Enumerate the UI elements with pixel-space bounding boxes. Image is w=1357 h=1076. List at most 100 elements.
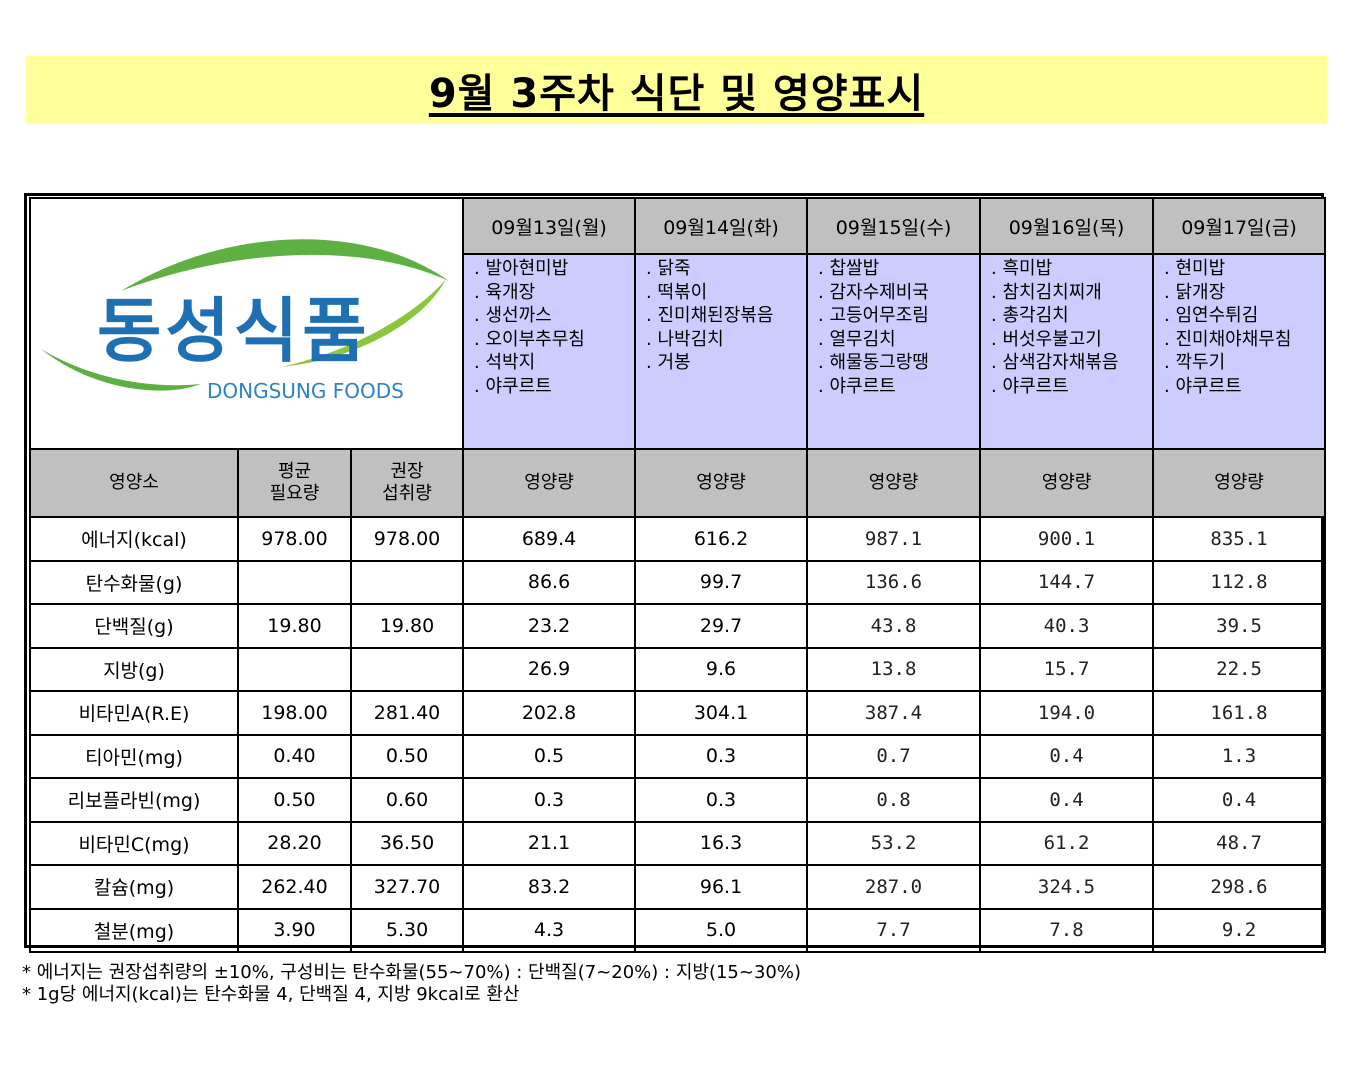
amount-value: 987.1	[806, 516, 982, 562]
menu-thu: . 흑미밥 . 참치김치찌개 . 총각김치 . 버섯우불고기 . 삼색감자채볶음…	[979, 253, 1155, 450]
menu-item: . 임연수튀김	[1164, 305, 1259, 326]
table-row: 비타민C(mg) 28.20 36.50 21.1 16.3 53.2 61.2…	[29, 820, 1327, 866]
amount-value: 0.3	[634, 733, 809, 779]
logo-korean-text: 동성식품	[97, 289, 371, 372]
amount-value: 616.2	[634, 516, 809, 562]
table-row: 철분(mg) 3.90 5.30 4.3 5.0 7.7 7.8 9.2	[29, 907, 1327, 953]
amount-column-header: 영양량	[979, 448, 1155, 518]
table-row: 티아민(mg) 0.40 0.50 0.5 0.3 0.7 0.4 1.3	[29, 733, 1327, 779]
table-row: 리보플라빈(mg) 0.50 0.60 0.3 0.3 0.8 0.4 0.4	[29, 777, 1327, 823]
menu-mon: . 발아현미밥 . 육개장 . 생선까스 . 오이부추무침 . 석박지 . 야쿠…	[462, 253, 637, 450]
nutrient-name: 비타민A(R.E)	[29, 690, 239, 736]
avg-need-value: 0.40	[237, 733, 352, 779]
footnotes: * 에너지는 권장섭취량의 ±10%, 구성비는 탄수화물(55~70%) : …	[22, 962, 801, 1006]
avg-need-value: 978.00	[237, 516, 352, 562]
rec-intake-value: 281.40	[349, 690, 465, 736]
amount-value: 112.8	[1152, 559, 1327, 605]
title-banner: 9월 3주차 식단 및 영양표시	[26, 56, 1327, 124]
amount-value: 7.7	[806, 907, 982, 953]
amount-value: 835.1	[1152, 516, 1327, 562]
avg-need-label-line2: 필요량	[269, 483, 320, 504]
menu-item: . 야쿠르트	[474, 375, 552, 397]
avg-need-value	[237, 646, 352, 692]
table-row: 단백질(g) 19.80 19.80 23.2 29.7 43.8 40.3 3…	[29, 603, 1327, 649]
menu-item: . 거봉	[646, 352, 691, 373]
menu-item: . 야쿠르트	[818, 375, 896, 397]
avg-need-label-line1: 평균	[277, 461, 312, 482]
amount-value: 7.8	[979, 907, 1155, 953]
amount-value: 4.3	[462, 907, 637, 953]
footnote-energy-ratio: * 에너지는 권장섭취량의 ±10%, 구성비는 탄수화물(55~70%) : …	[22, 962, 801, 983]
avg-need-value: 262.40	[237, 864, 352, 910]
menu-item: . 고등어무조림	[818, 305, 929, 326]
avg-need-column-header: 평균 필요량	[237, 448, 352, 518]
nutrient-name: 리보플라빈(mg)	[29, 777, 239, 823]
amount-column-header: 영양량	[462, 448, 637, 518]
amount-value: 22.5	[1152, 646, 1327, 692]
amount-value: 0.3	[634, 777, 809, 823]
menu-item: . 야쿠르트	[991, 375, 1069, 397]
rec-intake-column-header: 권장 섭취량	[349, 448, 465, 518]
nutrient-name: 단백질(g)	[29, 603, 239, 649]
amount-value: 86.6	[462, 559, 637, 605]
amount-value: 0.8	[806, 777, 982, 823]
day-header-wed: 09월15일(수)	[806, 197, 982, 255]
menu-item: . 석박지	[474, 352, 536, 373]
table-row: 탄수화물(g) 86.6 99.7 136.6 144.7 112.8	[29, 559, 1327, 605]
amount-value: 0.7	[806, 733, 982, 779]
amount-value: 161.8	[1152, 690, 1327, 736]
nutrient-name: 티아민(mg)	[29, 733, 239, 779]
table-row: 에너지(kcal) 978.00 978.00 689.4 616.2 987.…	[29, 516, 1327, 562]
menu-item: . 떡볶이	[646, 281, 708, 303]
day-header-row: 동성식품 DONGSUNG FOODS 09월13일(월) 09월14일(화) …	[28, 197, 1327, 450]
nutrient-name: 탄수화물(g)	[29, 559, 239, 605]
amount-value: 194.0	[979, 690, 1155, 736]
avg-need-value: 198.00	[237, 690, 352, 736]
amount-value: 48.7	[1152, 820, 1327, 866]
rec-intake-value	[349, 646, 465, 692]
menu-item: . 육개장	[474, 281, 536, 303]
menu-tue: . 닭죽 . 떡볶이 . 진미채된장볶음 . 나박김치 . 거봉	[634, 253, 809, 450]
column-header-row: 영양소 평균 필요량 권장 섭취량 영양량 영양량 영양량 영양량 영양량	[29, 448, 1327, 518]
nutrient-column-header: 영양소	[29, 448, 239, 518]
day-header-tue: 09월14일(화)	[634, 197, 809, 255]
menu-item: . 깍두기	[1164, 352, 1226, 373]
rec-intake-value: 0.60	[349, 777, 465, 823]
menu-item: . 현미밥	[1164, 258, 1226, 279]
menu-item: . 버섯우불고기	[991, 328, 1102, 350]
amount-column-header: 영양량	[634, 448, 809, 518]
amount-value: 53.2	[806, 820, 982, 866]
amount-value: 9.2	[1152, 907, 1327, 953]
nutrient-name: 칼슘(mg)	[29, 864, 239, 910]
amount-value: 26.9	[462, 646, 637, 692]
footnote-energy-conversion: * 1g당 에너지(kcal)는 탄수화물 4, 단백질 4, 지방 9kcal…	[22, 984, 520, 1005]
logo-english-text: DONGSUNG FOODS	[207, 379, 404, 403]
avg-need-value: 0.50	[237, 777, 352, 823]
amount-value: 304.1	[634, 690, 809, 736]
menu-item: . 진미채야채무침	[1164, 328, 1292, 350]
nutrient-name: 지방(g)	[29, 646, 239, 692]
amount-value: 689.4	[462, 516, 637, 562]
nutrient-name: 철분(mg)	[29, 907, 239, 953]
rec-intake-value: 36.50	[349, 820, 465, 866]
amount-value: 61.2	[979, 820, 1155, 866]
amount-value: 202.8	[462, 690, 637, 736]
avg-need-value	[237, 559, 352, 605]
menu-item: . 오이부추무침	[474, 328, 585, 350]
amount-value: 15.7	[979, 646, 1155, 692]
amount-column-header: 영양량	[1152, 448, 1327, 518]
amount-value: 0.4	[979, 733, 1155, 779]
menu-item: . 야쿠르트	[1164, 375, 1242, 397]
nutrient-name: 비타민C(mg)	[29, 820, 239, 866]
menu-item: . 나박김치	[646, 328, 724, 350]
amount-value: 96.1	[634, 864, 809, 910]
meal-nutrition-table: 동성식품 DONGSUNG FOODS 09월13일(월) 09월14일(화) …	[28, 197, 1327, 953]
amount-value: 144.7	[979, 559, 1155, 605]
amount-value: 29.7	[634, 603, 809, 649]
logo-swoosh-icon	[41, 239, 449, 391]
menu-item: . 해물동그랑땡	[818, 352, 929, 373]
rec-intake-label-line2: 섭취량	[382, 483, 432, 504]
amount-value: 5.0	[634, 907, 809, 953]
menu-wed: . 찹쌀밥 . 감자수제비국 . 고등어무조림 . 열무김치 . 해물동그랑땡 …	[806, 253, 982, 450]
amount-value: 83.2	[462, 864, 637, 910]
